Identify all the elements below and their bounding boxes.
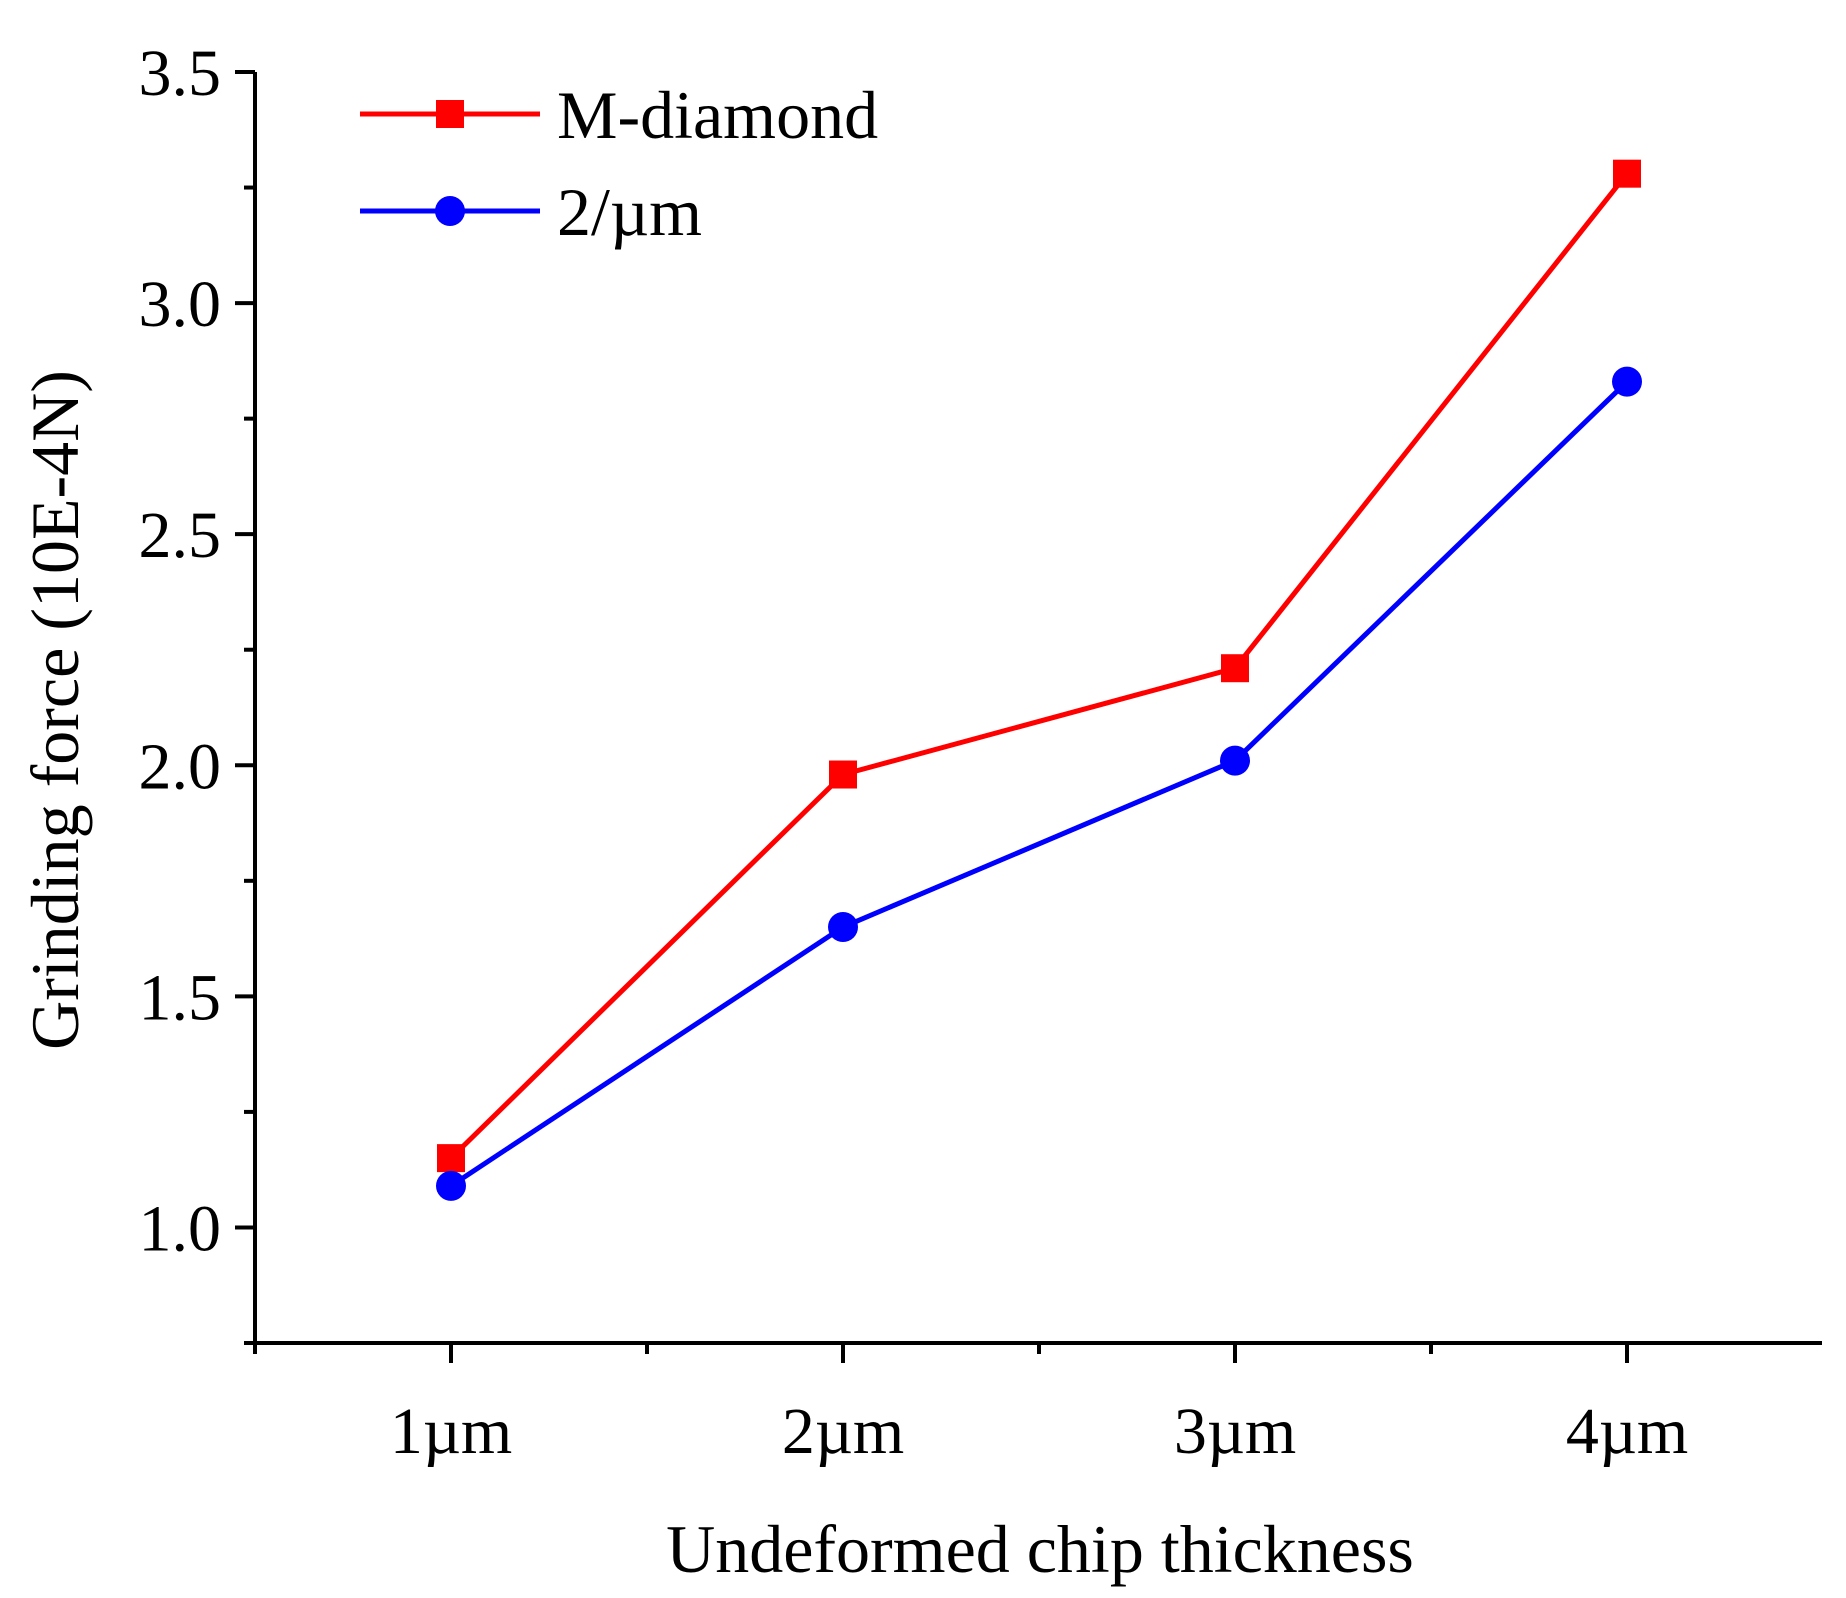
axes [253,72,1822,1345]
data-point [436,1170,466,1201]
x-axis-title: Undeformed chip thickness [666,1511,1414,1587]
data-point [1613,159,1641,188]
x-tick-label: 3µm [1174,1395,1296,1468]
y-tick-label: 1.0 [139,1192,222,1265]
series-2 [436,366,1642,1201]
y-tick-label: 2.5 [139,499,222,572]
data-point [1612,366,1642,397]
series-1 [437,159,1641,1173]
y-axis-ticks: 1.0 1.5 2.0 2.5 3.0 3.5 [139,37,255,1345]
legend-marker [436,100,464,128]
y-tick-label: 1.5 [139,961,222,1034]
y-tick-label: 3.0 [139,268,222,341]
x-tick-label: 4µm [1566,1395,1688,1468]
data-point [1220,745,1250,776]
series-line [449,172,1629,1160]
y-tick-label: 3.5 [139,37,222,110]
legend-label: M-diamond [557,77,878,153]
data-point [1221,654,1249,683]
series-layer [436,159,1642,1201]
legend-item: 2/µm [360,174,702,250]
x-tick-label: 2µm [782,1395,904,1468]
legend-label: 2/µm [557,174,702,250]
legend-marker [435,196,465,226]
y-tick-label: 2.0 [139,730,222,803]
x-axis-ticks: 1µm 2µm 3µm 4µm [253,1343,1688,1468]
series-line [449,379,1629,1188]
data-point [828,912,858,943]
legend: M-diamond 2/µm [360,77,878,250]
data-point [437,1144,465,1173]
data-point [829,760,857,789]
y-axis-title: Grinding force (10E-4N) [17,370,93,1050]
legend-item: M-diamond [360,77,878,153]
x-tick-label: 1µm [390,1395,512,1468]
